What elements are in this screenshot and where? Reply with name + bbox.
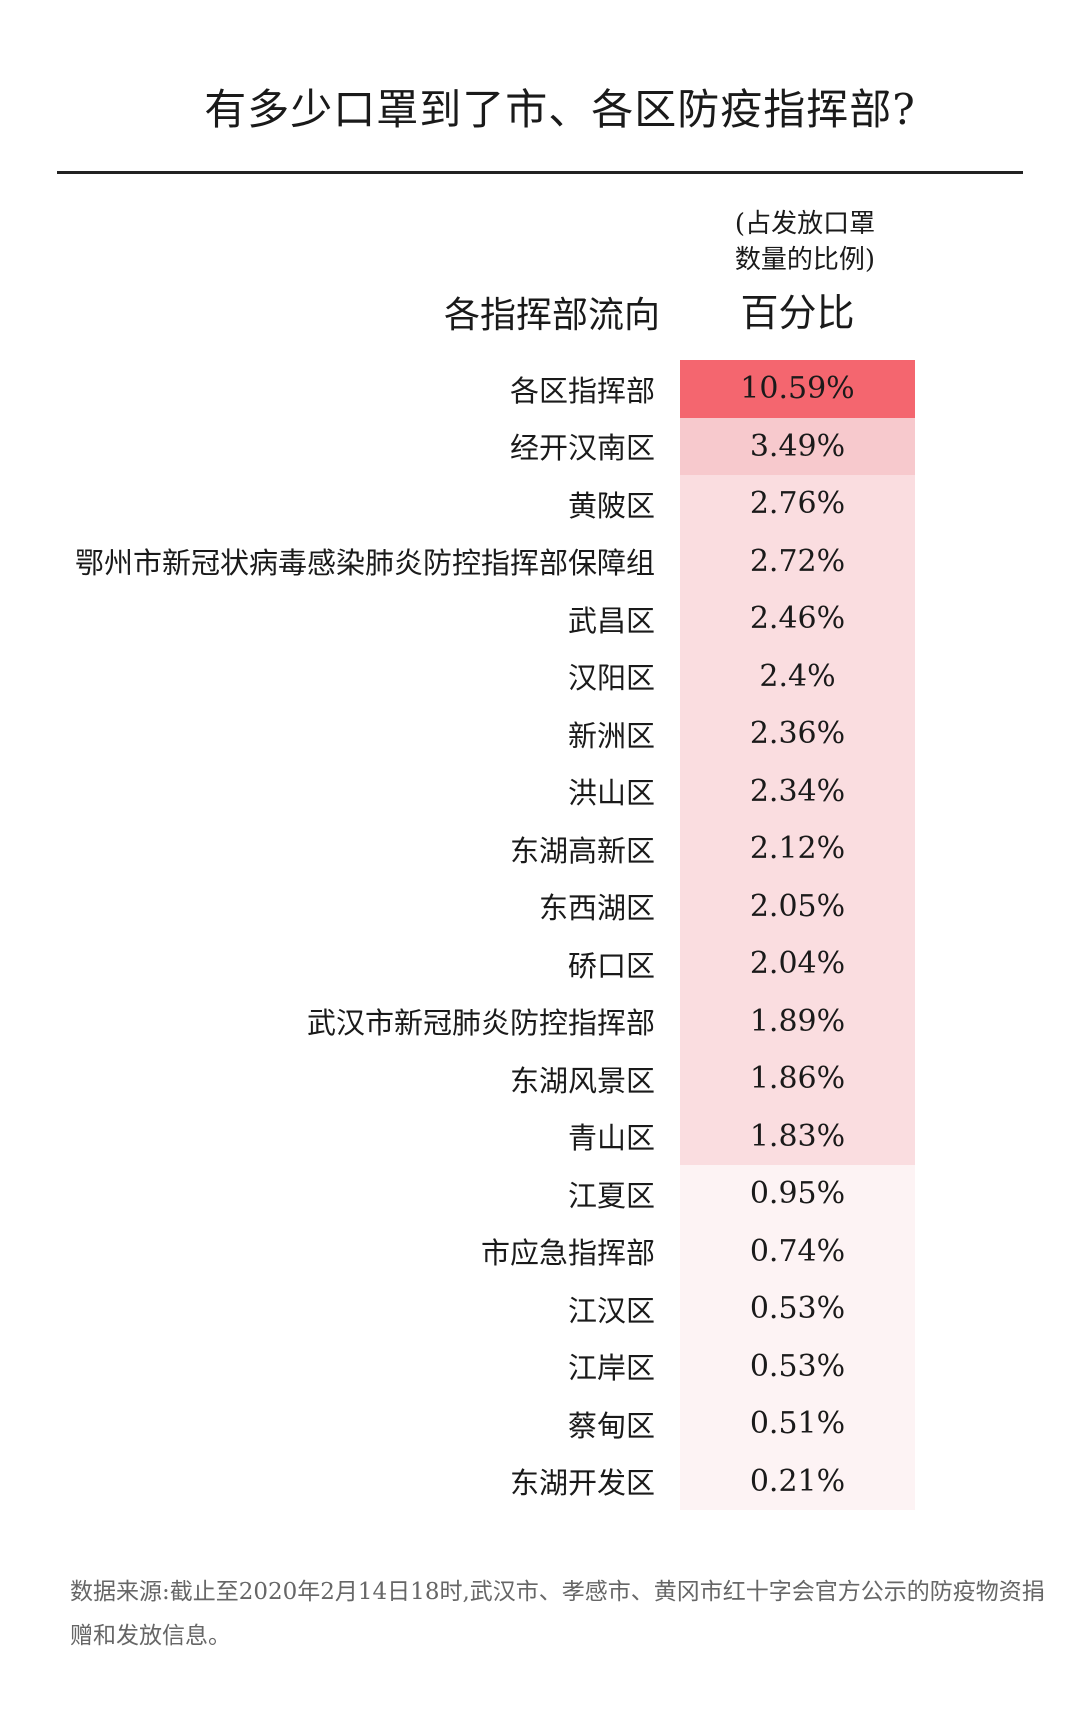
row-value-cell: 2.36% [680,705,915,763]
row-label: 武昌区 [567,603,655,638]
table-row: 东湖高新区 2.12% [0,820,1080,878]
row-value-cell: 2.05% [680,877,915,935]
row-value-cell: 0.74% [680,1222,915,1280]
source-note: 数据来源:截止至2020年2月14日18时,武汉市、孝感市、黄冈市红十字会官方公… [70,1579,1045,1649]
row-label: 汉阳区 [567,661,655,696]
row-value-cell: 0.51% [680,1395,915,1453]
table-row: 江汉区 0.53% [0,1280,1080,1338]
value-note-line-2: 数量的比例) [734,245,876,275]
value-column-note: (占发放口罩 数量的比例) [690,206,920,278]
row-value-cell: 0.21% [680,1452,915,1510]
row-label: 青山区 [567,1121,655,1156]
row-value-cell: 1.86% [680,1050,915,1108]
row-label: 东湖风景区 [509,1063,655,1098]
row-value-cell: 0.53% [680,1337,915,1395]
table-row: 黄陂区 2.76% [0,475,1080,533]
table-row: 东西湖区 2.05% [0,877,1080,935]
row-label: 黄陂区 [567,488,655,523]
table-row: 洪山区 2.34% [0,762,1080,820]
row-label: 新洲区 [567,718,655,753]
row-label: 硚口区 [567,948,655,983]
table-row: 东湖风景区 1.86% [0,1050,1080,1108]
row-value-cell: 2.04% [680,935,915,993]
data-table: 各区指挥部 10.59% 经开汉南区 3.49% 黄陂区 2.76% 鄂州市新冠状病毒感染肺… [0,360,1080,1510]
table-row: 汉阳区 2.4% [0,647,1080,705]
table-row: 武汉市新冠肺炎防控指挥部 1.89% [0,992,1080,1050]
row-value-cell: 2.34% [680,762,915,820]
title-divider [57,171,1023,174]
row-value-cell: 0.53% [680,1280,915,1338]
row-value-cell: 2.4% [680,647,915,705]
table-row: 鄂州市新冠状病毒感染肺炎防控指挥部保障组 2.72% [0,532,1080,590]
table-row: 蔡甸区 0.51% [0,1395,1080,1453]
row-value-cell: 2.46% [680,590,915,648]
label-column-header: 各指挥部流向 [443,295,660,336]
row-label: 各区指挥部 [509,373,655,408]
row-label: 东湖开发区 [509,1466,655,1501]
row-value-cell: 1.89% [680,992,915,1050]
table-row: 市应急指挥部 0.74% [0,1222,1080,1280]
row-label: 经开汉南区 [509,431,655,466]
row-label: 江夏区 [567,1178,655,1213]
row-label: 江岸区 [567,1351,655,1386]
row-value-cell: 2.72% [680,532,915,590]
table-row: 经开汉南区 3.49% [0,417,1080,475]
row-label: 市应急指挥部 [480,1236,655,1271]
row-value-cell: 1.83% [680,1107,915,1165]
row-label: 东西湖区 [538,891,655,926]
table-row: 青山区 1.83% [0,1107,1080,1165]
table-row: 江岸区 0.53% [0,1337,1080,1395]
table-row: 武昌区 2.46% [0,590,1080,648]
row-value-cell: 2.12% [680,820,915,878]
row-label: 鄂州市新冠状病毒感染肺炎防控指挥部保障组 [74,546,655,581]
row-value-cell: 3.49% [680,417,915,475]
row-value-cell: 0.95% [680,1165,915,1223]
row-label: 江汉区 [567,1293,655,1328]
table-row: 东湖开发区 0.21% [0,1452,1080,1510]
table-row: 各区指挥部 10.59% [0,360,1080,418]
table-row: 新洲区 2.36% [0,705,1080,763]
row-label: 武汉市新冠肺炎防控指挥部 [306,1006,655,1041]
row-value-cell: 2.76% [680,475,915,533]
row-label: 东湖高新区 [509,833,655,868]
table-row: 硚口区 2.04% [0,935,1080,993]
value-note-line-1: (占发放口罩 [734,209,876,239]
row-label: 蔡甸区 [567,1408,655,1443]
row-label: 洪山区 [567,776,655,811]
value-column-header: 百分比 [740,291,855,335]
chart-title: 有多少口罩到了市、各区防疫指挥部? [204,85,916,134]
row-value-cell: 10.59% [680,360,915,418]
table-row: 江夏区 0.95% [0,1165,1080,1223]
